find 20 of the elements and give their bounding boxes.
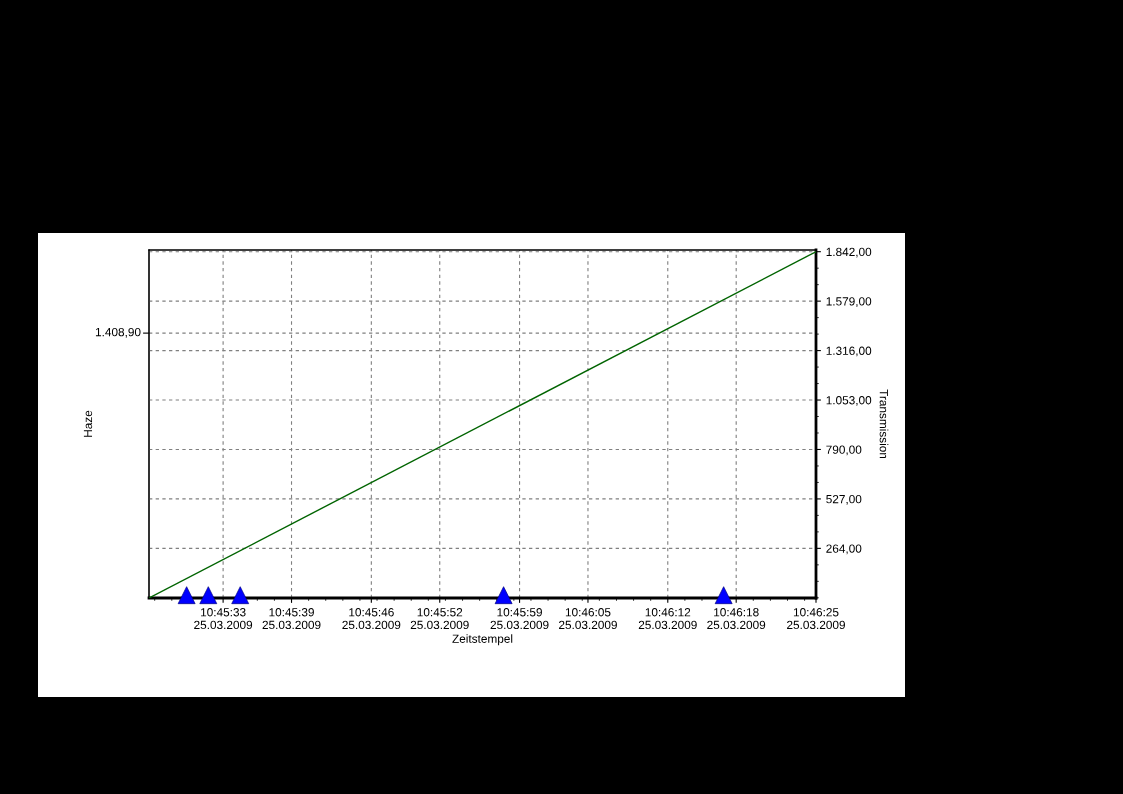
- y2-tick-label: 264,00: [826, 544, 862, 555]
- x-axis-title: Zeitstempel: [452, 634, 513, 646]
- y2-tick-label: 1.316,00: [826, 346, 872, 357]
- x-tick-label: 10:46:18 25.03.2009: [707, 608, 766, 630]
- x-tick-label: 10:46:12 25.03.2009: [638, 608, 697, 630]
- x-tick-label: 10:45:33 25.03.2009: [194, 608, 253, 630]
- y2-tick-label: 1.842,00: [826, 247, 872, 258]
- y2-tick-label: 527,00: [826, 494, 862, 505]
- text: Haze: [83, 410, 93, 437]
- ref-line-label: 1.408,90: [95, 327, 141, 338]
- x-tick-label: 10:45:46 25.03.2009: [342, 608, 401, 630]
- y2-axis-title: Transmission: [879, 389, 889, 459]
- x-tick-label: 10:45:39 25.03.2009: [262, 608, 321, 630]
- y2-tick-label: 790,00: [826, 445, 862, 456]
- y2-tick-label: 1.053,00: [826, 396, 872, 406]
- x-tick-label: 10:45:52 25.03.2009: [410, 608, 469, 630]
- y2-tick-label: 1.579,00: [826, 297, 872, 307]
- x-tick-label: 10:46:05 25.03.2009: [559, 608, 617, 630]
- x-tick-label: 10:45:59 25.03.2009: [490, 608, 549, 630]
- x-tick-label: 10:46:25 25.03.2009: [787, 608, 845, 630]
